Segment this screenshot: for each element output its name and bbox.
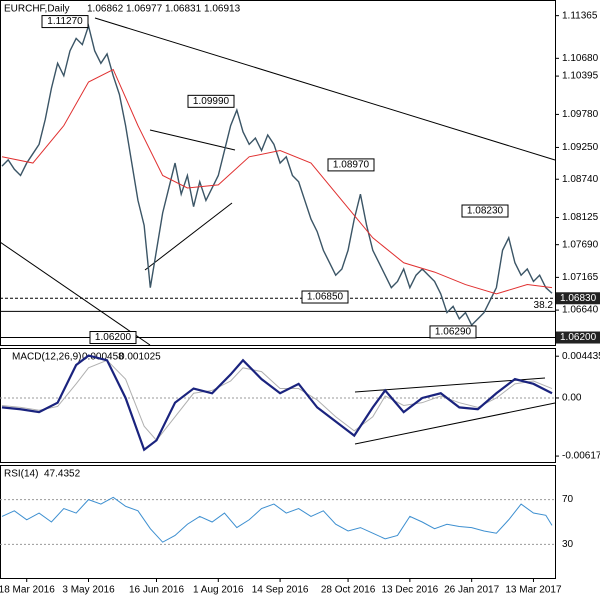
price-line [1, 23, 553, 327]
ohlc-reading: 1.06862 [87, 4, 124, 15]
x-tick-label: 28 Oct 2016 [321, 585, 376, 596]
fib-label: 38.2 [534, 300, 554, 311]
trend-line [354, 402, 556, 445]
price-tag-label: 1.06200 [560, 332, 597, 343]
trend-line [144, 202, 233, 271]
x-tick-label: 13 Dec 2016 [382, 585, 439, 596]
symbol: EURCHF,Daily [4, 4, 70, 15]
annotation-label: 1.11270 [47, 16, 83, 27]
x-tick-label: 13 Mar 2017 [505, 585, 562, 596]
y-tick-label: 0.004435 [562, 351, 600, 362]
y-tick-label: 1.08740 [562, 174, 599, 185]
moving-average [1, 68, 553, 295]
price-tag [556, 331, 600, 344]
y-tick-label: 1.11365 [562, 10, 598, 21]
annotation-box [187, 94, 235, 108]
annotation-box [429, 325, 477, 339]
x-tick-label: 18 Mar 2016 [0, 585, 55, 596]
y-tick-label: -0.00617 [562, 451, 600, 462]
macd-title: MACD(12,26,9) [12, 352, 81, 363]
rsi-reading: 47.4352 [44, 469, 81, 480]
annotation-label: 1.08970 [333, 160, 370, 171]
annotation-box [301, 290, 349, 304]
macd-reading: 0.001025 [119, 352, 161, 363]
price-tag [556, 292, 600, 305]
ohlc-reading: 1.06977 [126, 4, 163, 15]
y-tick-label: 1.07165 [562, 272, 599, 283]
annotation-label: 1.06290 [435, 327, 472, 338]
y-tick-label: 1.10395 [562, 71, 599, 82]
rsi-panel [0, 465, 556, 579]
y-tick-label: 1.07690 [562, 239, 599, 250]
trend-line [149, 129, 236, 151]
y-tick-label: 1.09780 [562, 109, 599, 120]
y-tick-label: 1.08125 [562, 212, 599, 223]
annotation-box [89, 331, 137, 345]
price-tag-label: 1.06830 [560, 293, 597, 304]
annotation-label: 1.09990 [193, 96, 230, 107]
rsi-title: RSI(14) [4, 469, 38, 480]
x-tick-label: 14 Sep 2016 [252, 585, 309, 596]
ohlc-reading: 1.06913 [204, 4, 241, 15]
macd-panel [0, 348, 556, 463]
annotation-box [327, 158, 375, 172]
macd-line [1, 354, 553, 452]
macd-line [1, 359, 553, 442]
annotation-box [41, 15, 89, 29]
x-tick-label: 1 Aug 2016 [193, 585, 244, 596]
trend-line [94, 17, 556, 161]
annotation-label: 1.08230 [467, 206, 504, 217]
price-panel [0, 0, 556, 346]
macd-reading: 0.000458 [82, 352, 124, 363]
y-tick-label: 0.00 [562, 393, 582, 404]
y-tick-label: 70 [562, 494, 574, 505]
annotation-box [461, 204, 509, 218]
y-tick-label: 1.10680 [562, 53, 599, 64]
y-tick-label: 1.06640 [562, 305, 599, 316]
annotation-label: 1.06850 [307, 292, 344, 303]
annotation-label: 1.06200 [95, 332, 132, 343]
ohlc-reading: 1.06831 [165, 4, 202, 15]
x-tick-label: 26 Jan 2017 [444, 585, 499, 596]
x-tick-label: 3 May 2016 [62, 585, 115, 596]
x-tick-label: 16 Jun 2016 [129, 585, 184, 596]
rsi-line [1, 496, 553, 543]
y-tick-label: 1.09250 [562, 142, 599, 153]
trend-line [0, 241, 151, 346]
y-tick-label: 30 [562, 539, 574, 550]
